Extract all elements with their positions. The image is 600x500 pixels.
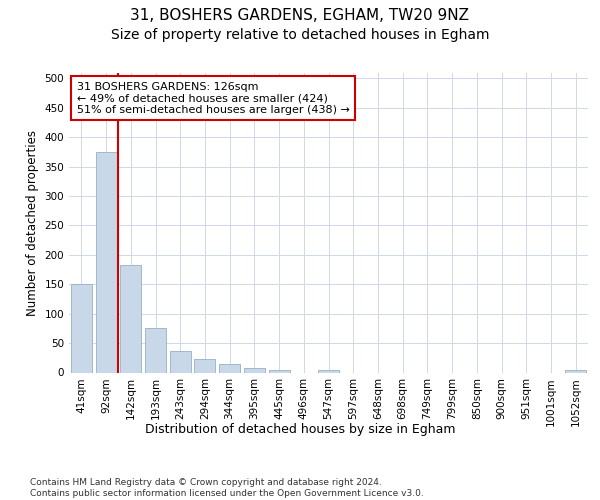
Bar bbox=[565, 370, 586, 372]
Bar bbox=[219, 364, 240, 372]
Bar bbox=[269, 370, 290, 372]
Bar bbox=[71, 284, 92, 372]
Text: 31, BOSHERS GARDENS, EGHAM, TW20 9NZ: 31, BOSHERS GARDENS, EGHAM, TW20 9NZ bbox=[131, 8, 470, 22]
Bar bbox=[194, 359, 215, 372]
Text: Size of property relative to detached houses in Egham: Size of property relative to detached ho… bbox=[111, 28, 489, 42]
Bar bbox=[244, 368, 265, 372]
Bar bbox=[95, 152, 116, 372]
Y-axis label: Number of detached properties: Number of detached properties bbox=[26, 130, 39, 316]
Bar bbox=[318, 370, 339, 372]
Text: 31 BOSHERS GARDENS: 126sqm
← 49% of detached houses are smaller (424)
51% of sem: 31 BOSHERS GARDENS: 126sqm ← 49% of deta… bbox=[77, 82, 350, 114]
Text: Contains HM Land Registry data © Crown copyright and database right 2024.
Contai: Contains HM Land Registry data © Crown c… bbox=[30, 478, 424, 498]
Bar bbox=[145, 328, 166, 372]
Bar bbox=[170, 350, 191, 372]
Bar bbox=[120, 265, 141, 372]
Text: Distribution of detached houses by size in Egham: Distribution of detached houses by size … bbox=[145, 422, 455, 436]
